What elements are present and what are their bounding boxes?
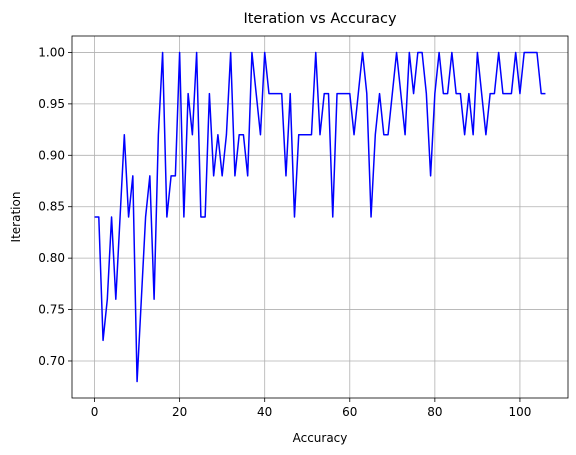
y-tick-label: 1.00	[38, 45, 65, 59]
y-tick-label: 0.90	[38, 148, 65, 162]
y-tick-label: 0.75	[38, 303, 65, 317]
y-tick-label: 0.85	[38, 200, 65, 214]
x-tick-label: 80	[427, 405, 442, 419]
x-tick-label: 20	[172, 405, 187, 419]
plot-frame	[71, 35, 569, 399]
x-tick-label: 0	[91, 405, 99, 419]
chart-title: Iteration vs Accuracy	[243, 11, 396, 27]
y-tick-label: 0.80	[38, 251, 65, 265]
grid	[72, 36, 568, 398]
x-tick-label: 60	[342, 405, 357, 419]
ticks: 0 20 40 60 80 100 0.70 0.75 0.80 0.85 0.90 0.95 1.00	[38, 45, 531, 419]
y-tick-label: 0.70	[38, 354, 65, 368]
y-tick-label: 0.95	[38, 97, 65, 111]
y-axis-label: Iteration	[9, 192, 23, 243]
series-line	[94, 51, 546, 383]
series-layer	[94, 51, 546, 383]
x-tick-label: 40	[257, 405, 272, 419]
x-tick-label: 100	[508, 405, 531, 419]
x-axis-label: Accuracy	[293, 431, 348, 445]
